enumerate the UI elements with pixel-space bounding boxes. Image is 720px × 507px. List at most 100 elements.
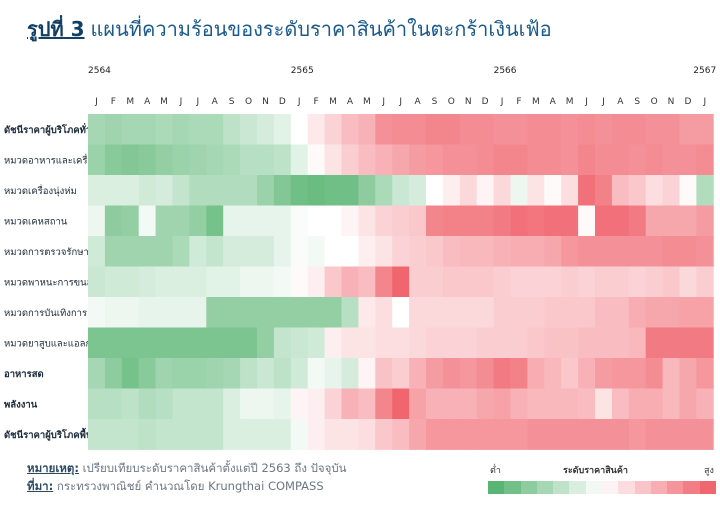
- heatmap-cell: [544, 327, 562, 359]
- heatmap-cell: [493, 327, 511, 359]
- heatmap-cell: [442, 175, 461, 206]
- heatmap-cell: [442, 205, 461, 237]
- heatmap-cell: [290, 327, 309, 359]
- heatmap-cell: [392, 236, 410, 267]
- heatmap-cell: [476, 114, 494, 145]
- heatmap-cell: [696, 419, 714, 450]
- figure-title: แผนที่ความร้อนของระดับราคาสินค้าในตะกร้า…: [90, 17, 552, 41]
- heatmap-cell: [189, 358, 207, 389]
- heatmap-cell: [645, 358, 663, 389]
- heatmap-cell: [544, 114, 562, 145]
- month-label: J: [196, 97, 200, 107]
- heatmap-cell: [358, 114, 376, 145]
- heatmap-cell: [544, 358, 562, 389]
- heatmap-cell: [459, 236, 478, 267]
- heatmap-cell: [696, 388, 714, 420]
- heatmap-cell: [257, 114, 275, 145]
- heatmap-cell: [493, 266, 511, 298]
- heatmap-cell: [88, 358, 106, 389]
- heatmap-cell: [595, 175, 613, 206]
- heatmap-cell: [459, 388, 478, 420]
- heatmap-cell: [358, 266, 376, 298]
- heatmap-cell: [426, 175, 444, 206]
- heatmap-cell: [104, 175, 123, 206]
- heatmap-cell: [527, 144, 545, 176]
- legend-swatch: [569, 481, 586, 494]
- legend-swatch: [634, 481, 651, 494]
- month-label: D: [482, 97, 489, 107]
- heatmap-cell: [206, 114, 224, 145]
- heatmap-cell: [442, 388, 461, 420]
- heatmap-cell: [223, 114, 241, 145]
- heatmap-cell: [527, 236, 545, 267]
- heatmap-cell: [88, 266, 106, 298]
- heatmap-cell: [257, 144, 275, 176]
- heatmap-cell: [223, 266, 241, 298]
- heatmap-cell: [290, 419, 309, 450]
- heatmap-cell: [358, 358, 376, 389]
- source-label: ที่มา:: [27, 479, 54, 493]
- heatmap-cell: [375, 297, 393, 328]
- heatmap-cell: [240, 419, 258, 450]
- heatmap-cell: [510, 388, 528, 420]
- heatmap-cell: [527, 266, 545, 298]
- heatmap-cell: [155, 114, 173, 145]
- heatmap-cell: [155, 236, 173, 267]
- heatmap-cell: [392, 388, 410, 420]
- legend-swatch: [699, 481, 716, 494]
- heatmap-cell: [679, 205, 697, 237]
- heatmap-cell: [189, 266, 207, 298]
- heatmap-cell: [240, 114, 258, 145]
- heatmap-cell: [611, 358, 630, 389]
- heatmap-cell: [375, 358, 393, 389]
- legend-swatch: [520, 481, 537, 494]
- year-label: 2564: [88, 66, 111, 76]
- heatmap-cell: [426, 266, 444, 298]
- row-label: หมวดเครื่องนุ่งห่ม: [4, 184, 77, 197]
- heatmap-cell: [290, 388, 309, 420]
- heatmap-cell: [595, 236, 613, 267]
- heatmap-cell: [307, 205, 325, 237]
- month-label: F: [516, 97, 521, 107]
- legend-swatch: [504, 481, 521, 494]
- note-text: เปรียบเทียบระดับราคาสินค้าตั้งแต่ปี 2563…: [82, 461, 347, 475]
- legend-swatch: [536, 481, 554, 494]
- heatmap-cell: [375, 175, 393, 206]
- month-label: F: [111, 97, 116, 107]
- heatmap-cell: [104, 419, 123, 450]
- legend-low-label: ต่ำ: [490, 466, 501, 476]
- heatmap-cell: [273, 327, 292, 359]
- heatmap-cell: [172, 205, 190, 237]
- heatmap-cell: [645, 419, 663, 450]
- heatmap-cell: [662, 388, 680, 420]
- heatmap-cell: [561, 175, 579, 206]
- heatmap-cell: [257, 419, 275, 450]
- heatmap-cell: [645, 327, 663, 359]
- heatmap-cell: [290, 114, 309, 145]
- heatmap-cell: [155, 327, 173, 359]
- heatmap-cell: [578, 175, 596, 206]
- page-title: รูปที่ 3 แผนที่ความร้อนของระดับราคาสินค้า…: [27, 13, 552, 45]
- heatmap-cell: [240, 388, 258, 420]
- heatmap-cell: [578, 358, 596, 389]
- heatmap-cell: [662, 419, 680, 450]
- heatmap-cell: [155, 419, 173, 450]
- heatmap-cell: [645, 236, 663, 267]
- heatmap-cell: [561, 205, 579, 237]
- heatmap-cell: [628, 297, 647, 328]
- heatmap-cell: [493, 297, 511, 328]
- heatmap-cell: [104, 327, 123, 359]
- heatmap-cell: [307, 297, 325, 328]
- heatmap-cell: [611, 144, 630, 176]
- heatmap-cell: [595, 327, 613, 359]
- heatmap-cell: [696, 205, 714, 237]
- heatmap-cell: [392, 205, 410, 237]
- heatmap-cell: [628, 388, 647, 420]
- heatmap-cell: [544, 205, 562, 237]
- month-label: A: [212, 97, 219, 107]
- heatmap-cell: [442, 358, 461, 389]
- heatmap-cell: [544, 266, 562, 298]
- heatmap-cell: [510, 114, 528, 145]
- heatmap-cell: [662, 266, 680, 298]
- legend-swatch: [585, 481, 602, 494]
